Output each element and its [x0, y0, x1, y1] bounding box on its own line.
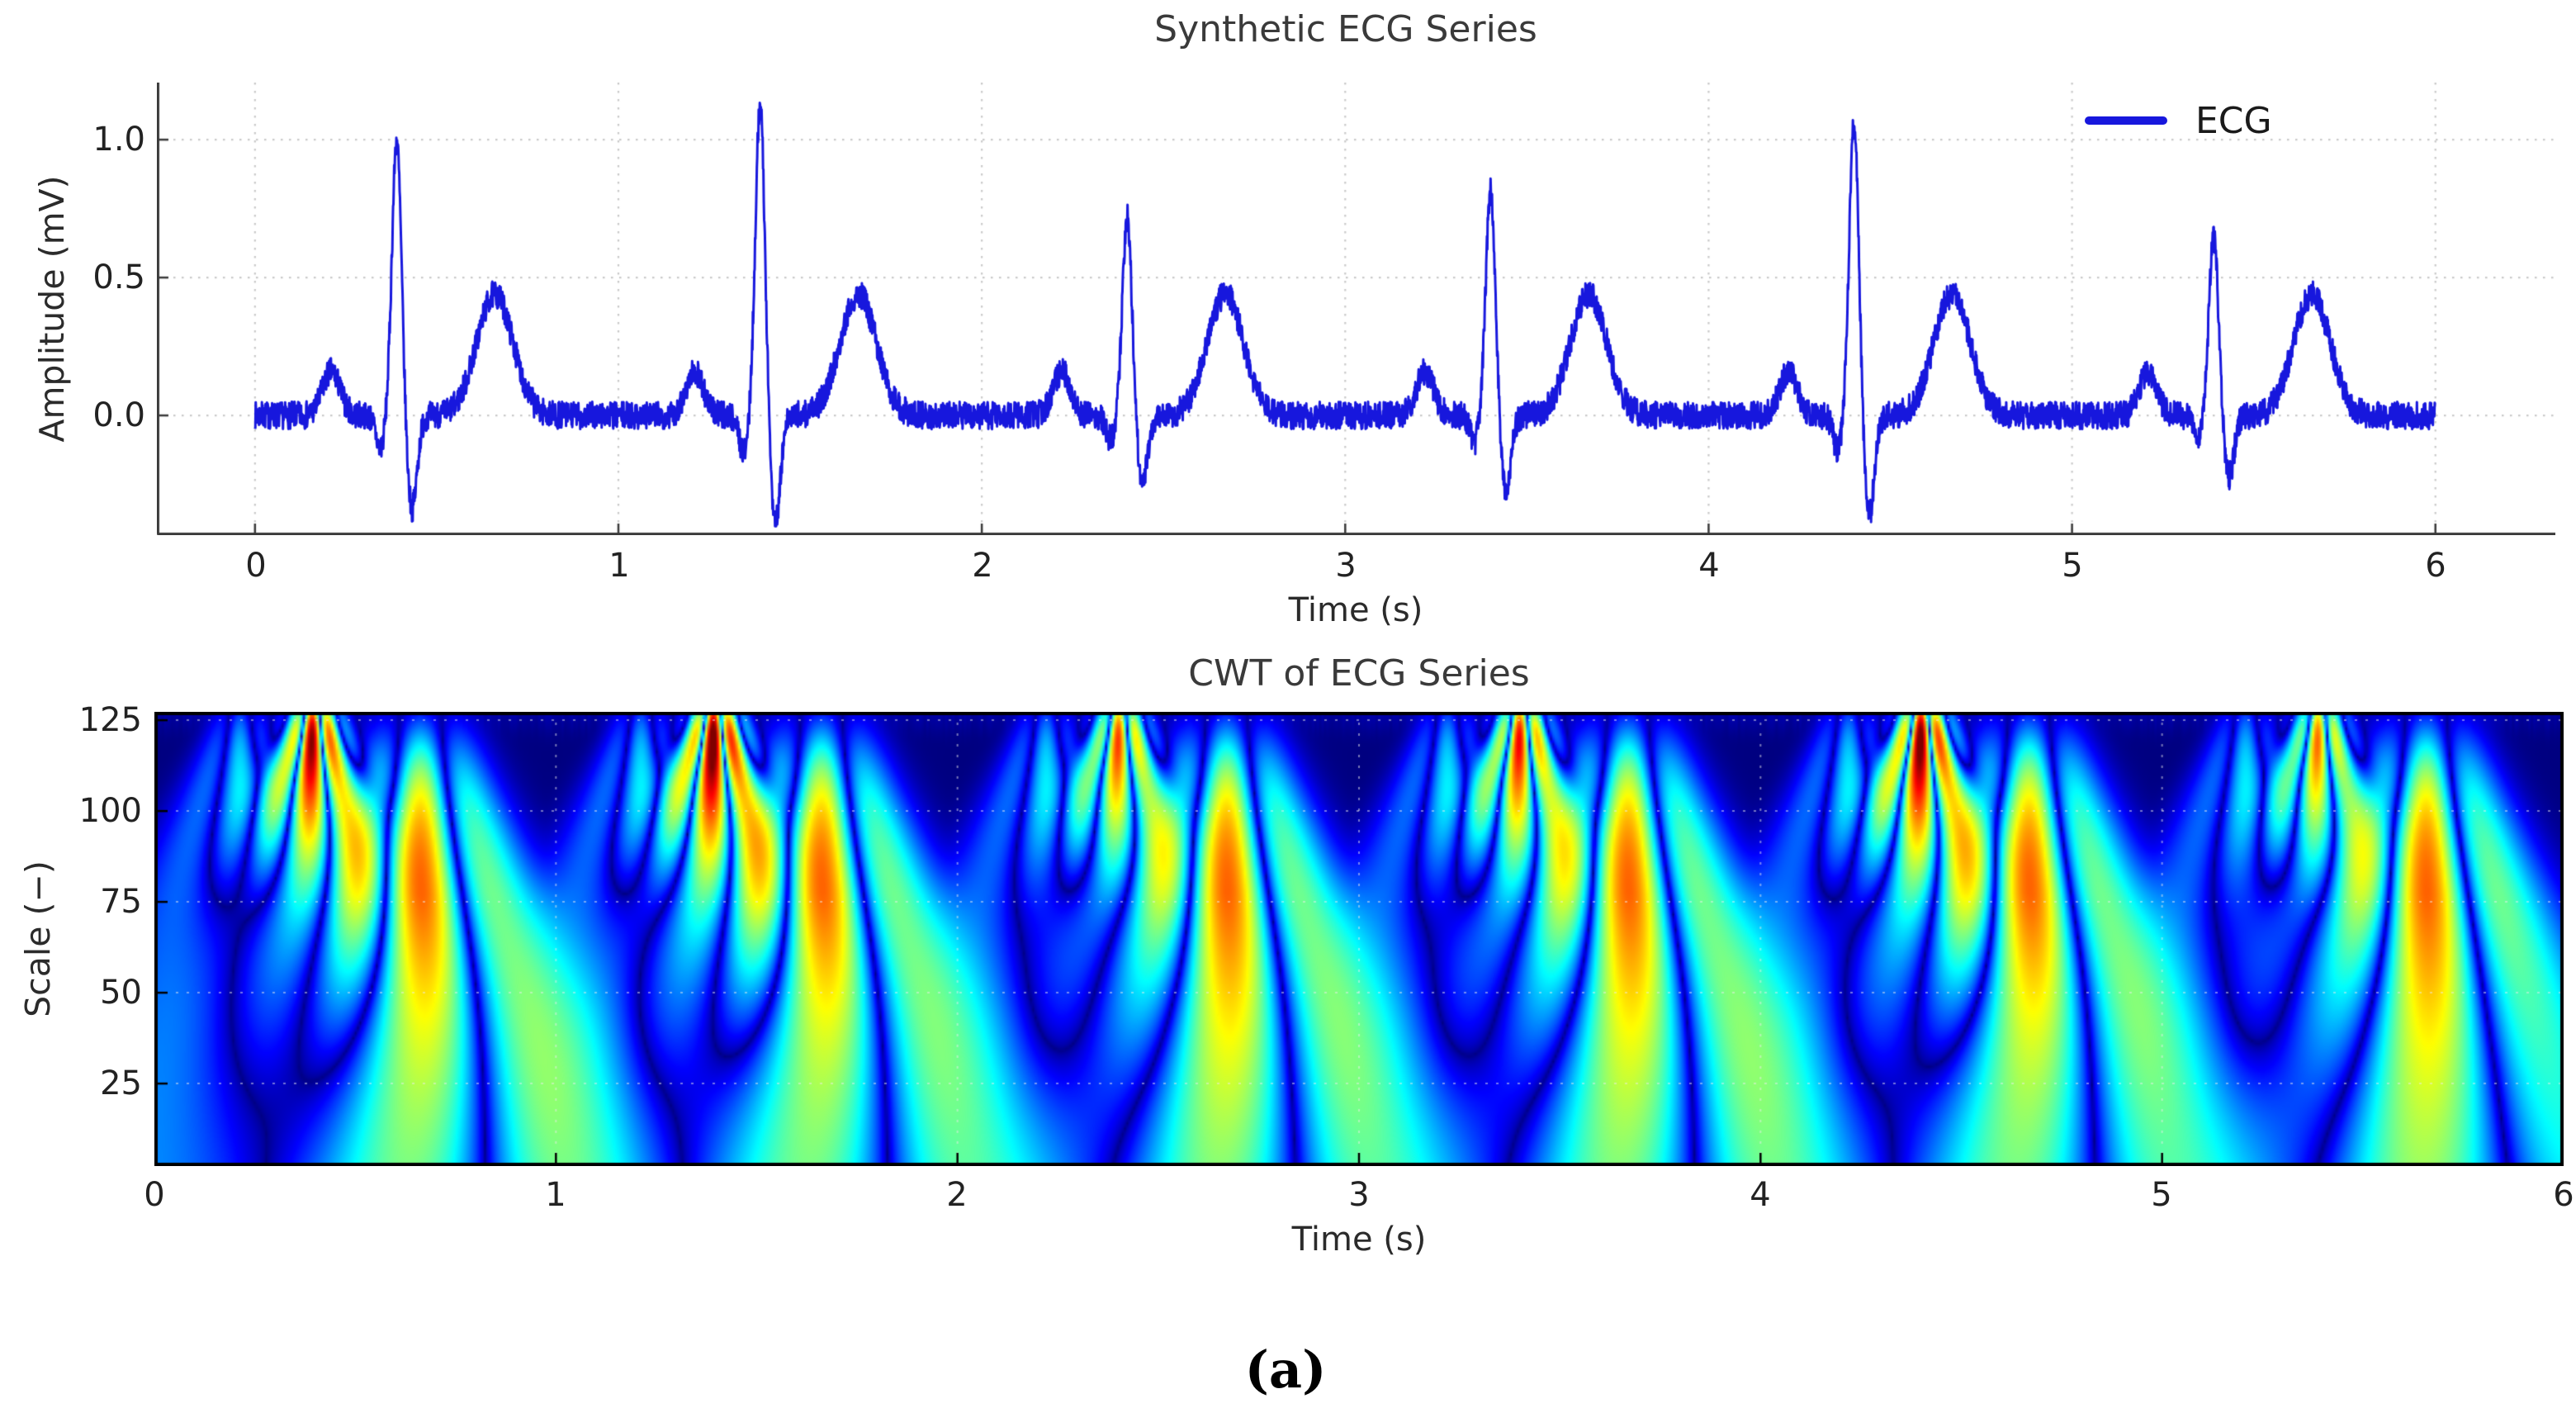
ecg-xtick-label: 6: [2425, 547, 2446, 585]
ecg-trace-canvas: [157, 83, 2555, 535]
cwt-ytick-label: 75: [100, 883, 142, 921]
cwt-heatmap-canvas: [154, 712, 2564, 1166]
cwt-plot-title: CWT of ECG Series: [1188, 652, 1530, 695]
cwt-xtick-label: 2: [946, 1176, 968, 1214]
cwt-ytick-label: 100: [78, 792, 142, 830]
ecg-xtick-label: 4: [1698, 547, 1720, 585]
cwt-plot: CWT of ECG Series Scale (−) 125 100 75 5…: [0, 644, 2576, 1272]
ecg-ytick-label: 0.5: [92, 258, 145, 296]
figure-caption: (a): [1244, 1339, 1327, 1400]
cwt-xtick-label: 4: [1750, 1176, 1771, 1214]
ecg-xtick-label: 0: [245, 547, 267, 585]
cwt-xtick-label: 1: [545, 1176, 566, 1214]
ecg-plot: Synthetic ECG Series Amplitude (mV) 1.0 …: [0, 0, 2576, 644]
ecg-xtick-label: 2: [972, 547, 993, 585]
ecg-ytick-label: 1.0: [92, 121, 145, 159]
cwt-xtick-label: 5: [2151, 1176, 2172, 1214]
ecg-xtick-label: 3: [1335, 547, 1357, 585]
cwt-xlabel: Time (s): [1291, 1221, 1427, 1259]
ecg-xtick-label: 5: [2062, 547, 2083, 585]
cwt-xtick-label: 0: [144, 1176, 165, 1214]
cwt-ytick-label: 125: [78, 701, 142, 739]
ecg-legend-line-sample: [2085, 116, 2167, 125]
cwt-ytick-label: 50: [100, 974, 142, 1012]
cwt-xtick-label: 6: [2553, 1176, 2574, 1214]
ecg-plot-title: Synthetic ECG Series: [1154, 8, 1537, 50]
ecg-xlabel: Time (s): [1288, 591, 1423, 629]
cwt-xtick-label: 3: [1348, 1176, 1370, 1214]
cwt-ytick-label: 25: [100, 1064, 142, 1102]
cwt-ylabel: Scale (−): [18, 860, 58, 1017]
ecg-ytick-label: 0.0: [92, 396, 145, 434]
ecg-legend: ECG: [2085, 97, 2272, 144]
ecg-legend-label: ECG: [2195, 99, 2272, 142]
ecg-xtick-label: 1: [608, 547, 630, 585]
